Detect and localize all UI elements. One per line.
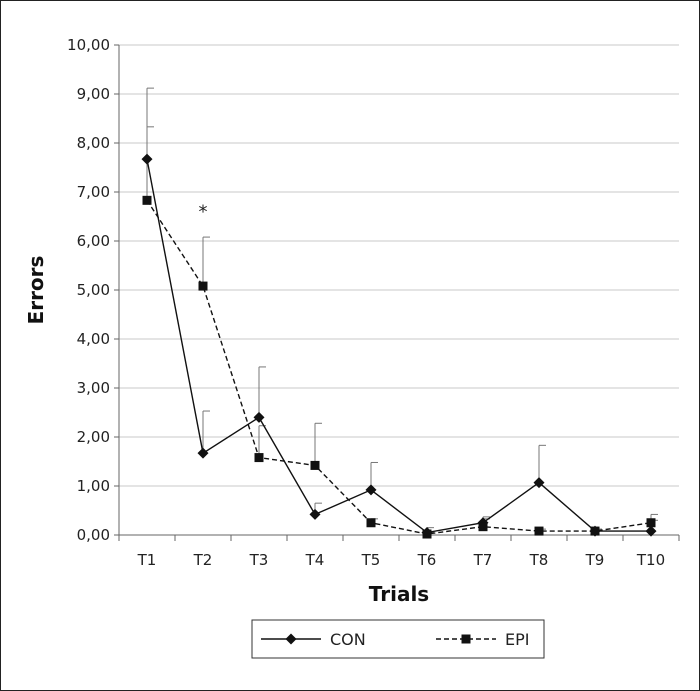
y-tick-label: 9,00 xyxy=(77,85,110,103)
diamond-marker xyxy=(141,153,153,165)
error-bars xyxy=(146,87,658,535)
square-marker xyxy=(198,281,208,291)
x-tick-label: T10 xyxy=(636,551,665,569)
square-marker xyxy=(310,460,320,470)
x-axis-title: Trials xyxy=(369,582,429,606)
square-marker xyxy=(254,453,264,463)
grid-lines xyxy=(119,44,679,487)
y-tick-label: 4,00 xyxy=(77,330,110,348)
legend-epi-label: EPI xyxy=(505,630,529,649)
square-marker xyxy=(646,518,656,528)
square-marker xyxy=(590,526,600,536)
x-tick-label: T6 xyxy=(417,551,437,569)
square-marker xyxy=(534,526,544,536)
con-series-line xyxy=(146,159,651,534)
y-tick-label: 0,00 xyxy=(77,526,110,544)
y-tick-label: 1,00 xyxy=(77,477,110,495)
square-marker xyxy=(478,522,488,532)
axes xyxy=(114,44,680,541)
epi-series-line xyxy=(146,199,652,535)
diamond-marker xyxy=(197,447,209,459)
diamond-marker xyxy=(645,525,657,537)
x-tick-label: T5 xyxy=(361,551,381,569)
y-axis-title: Errors xyxy=(24,256,48,325)
y-tick-label: 5,00 xyxy=(77,281,110,299)
legend: CON EPI xyxy=(251,619,545,659)
series-lines xyxy=(146,159,652,535)
square-marker xyxy=(422,529,432,539)
annotations: * xyxy=(199,202,208,223)
x-tick-label: T9 xyxy=(585,551,605,569)
tick-labels: 0,00 1,00 2,00 3,00 4,00 5,00 6,00 7,00 8,00 9,00… xyxy=(67,36,665,569)
diamond-marker xyxy=(285,633,297,645)
x-tick-label: T4 xyxy=(305,551,325,569)
diamond-marker xyxy=(533,477,545,489)
legend-con-label: CON xyxy=(330,630,366,649)
y-tick-label: 3,00 xyxy=(77,379,110,397)
diamond-marker xyxy=(309,508,321,520)
y-tick-label: 10,00 xyxy=(67,36,110,54)
square-marker xyxy=(366,518,376,528)
x-tick-label: T7 xyxy=(473,551,493,569)
y-tick-label: 8,00 xyxy=(77,134,110,152)
significance-annotation: * xyxy=(199,202,208,223)
square-marker xyxy=(461,634,471,644)
y-tick-label: 6,00 xyxy=(77,232,110,250)
x-tick-label: T1 xyxy=(137,551,157,569)
diamond-marker xyxy=(253,411,265,423)
x-tick-label: T2 xyxy=(193,551,213,569)
square-marker xyxy=(142,195,152,205)
y-tick-label: 2,00 xyxy=(77,428,110,446)
diamond-marker xyxy=(365,484,377,496)
y-tick-label: 7,00 xyxy=(77,183,110,201)
x-tick-label: T3 xyxy=(249,551,269,569)
series-markers xyxy=(141,153,657,539)
x-tick-label: T8 xyxy=(529,551,549,569)
